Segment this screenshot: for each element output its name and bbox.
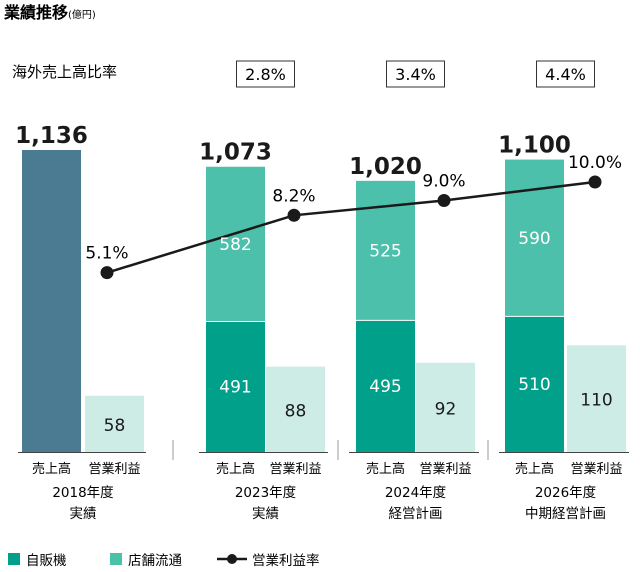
legend-label-vending: 自販機 [26,553,67,569]
total-value-label: 1,073 [199,140,272,166]
vending-value-label: 491 [219,378,251,398]
retail-bar-segment [206,166,265,322]
vending-bar-segment [505,316,564,452]
overseas-ratio-value: 3.4% [395,65,436,84]
chart-title: 業績推移(億円) [3,3,96,22]
overseas-ratio-value: 4.4% [545,65,586,84]
operating-income-axis-label: 営業利益 [269,461,321,477]
operating-margin-point [588,175,602,189]
sales-axis-label: 売上高 [515,461,554,477]
operating-income-axis-label: 営業利益 [88,461,140,477]
legend-label-margin: 営業利益率 [252,552,320,569]
retail-value-label: 525 [369,242,401,262]
status-label: 経営計画 [389,506,443,522]
vending-bar-segment [206,321,265,452]
operating-margin-label: 5.1% [85,244,128,264]
overseas-ratio-label: 海外売上高比率 [12,63,117,81]
year-label: 2018年度 [52,485,113,501]
retail-value-label: 582 [219,235,251,255]
operating-margin-label: 10.0% [568,153,622,173]
operating-margin-label: 8.2% [272,186,315,206]
legend-label-retail: 店舗流通 [128,553,182,569]
overseas-ratio-value: 2.8% [245,65,286,84]
operating-income-value-label: 58 [104,416,126,436]
vending-bar-segment [356,320,415,452]
operating-margin-point [437,194,451,207]
operating-income-bar [416,362,475,452]
total-value-label: 1,020 [349,154,422,180]
operating-margin-line [106,180,596,274]
year-label: 2026年度 [535,485,596,501]
vending-value-label: 495 [369,377,401,397]
total-value-label: 1,100 [498,133,571,159]
status-label: 中期経営計画 [525,506,606,522]
operating-income-bar [567,345,626,452]
legend-swatch-vending [8,553,20,565]
operating-margin-point [287,208,301,222]
retail-bar-segment [505,159,564,317]
operating-income-value-label: 92 [435,399,457,419]
sales-axis-label: 売上高 [366,461,405,477]
retail-value-label: 590 [518,229,550,249]
overseas-ratio-box [236,60,295,88]
operating-margin-point [100,266,114,280]
sales-bar [22,150,81,452]
year-label: 2024年度 [385,485,446,501]
status-label: 実績 [70,506,97,522]
operating-income-value-label: 88 [285,401,307,421]
year-label: 2023年度 [235,485,296,501]
sales-axis-label: 売上高 [216,461,255,477]
operating-income-bar [85,395,144,452]
operating-income-axis-label: 営業利益 [570,461,622,477]
legend-swatch-retail [110,553,122,565]
sales-axis-label: 売上高 [32,461,71,477]
overseas-ratio-box [386,60,445,88]
total-value-label: 1,136 [15,123,88,149]
operating-margin-label: 9.0% [422,172,465,192]
overseas-ratio-box [536,60,595,88]
vending-value-label: 510 [518,375,550,395]
operating-income-value-label: 110 [580,391,612,411]
status-label: 実績 [252,506,279,522]
legend-marker-margin [227,554,237,564]
operating-income-bar [266,366,325,452]
operating-income-axis-label: 営業利益 [419,461,471,477]
